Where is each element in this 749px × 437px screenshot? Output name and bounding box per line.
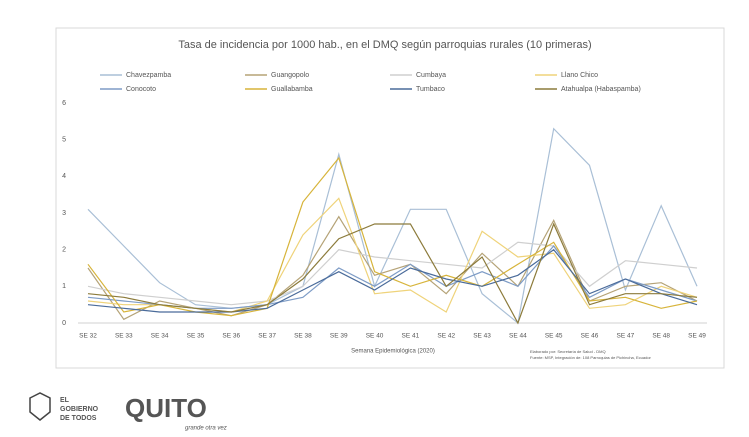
legend-label: Chavezpamba — [126, 72, 171, 79]
x-tick-label: SE 45 — [545, 333, 563, 340]
logo-text: EL — [60, 397, 70, 404]
x-tick-label: SE 49 — [688, 333, 706, 340]
legend-label: Atahualpa (Habaspamba) — [561, 86, 641, 93]
x-tick-label: SE 46 — [581, 333, 599, 340]
series-line — [87, 222, 698, 325]
logo-quito: QUITO — [125, 393, 207, 423]
x-tick-label: SE 48 — [652, 333, 670, 340]
legend-label: Guallabamba — [271, 86, 313, 93]
shield-icon — [29, 392, 51, 421]
x-tick-label: SE 35 — [187, 333, 205, 340]
y-tick-label: 2 — [62, 247, 66, 254]
x-tick-label: SE 37 — [258, 333, 276, 340]
series-line — [87, 241, 698, 306]
note: Fuente: MSP, Integración de: 108 Parroqu… — [530, 355, 652, 360]
x-tick-label: SE 41 — [402, 333, 420, 340]
y-tick-label: 3 — [62, 210, 66, 217]
y-tick-label: 1 — [62, 283, 66, 290]
logo-tagline: grande otra vez — [185, 426, 227, 432]
y-tick-label: 0 — [62, 320, 66, 327]
x-tick-label: SE 42 — [437, 333, 455, 340]
legend-label: Guangopolo — [271, 72, 309, 79]
legend-label: Llano Chico — [561, 72, 598, 79]
y-tick-label: 4 — [62, 173, 66, 180]
chart-title: Tasa de incidencia por 1000 hab., en el … — [178, 39, 591, 51]
x-tick-label: SE 36 — [222, 333, 240, 340]
x-tick-label: SE 34 — [151, 333, 169, 340]
series-line — [87, 127, 698, 325]
x-tick-label: SE 40 — [366, 333, 384, 340]
y-tick-label: 6 — [62, 100, 66, 107]
x-tick-label: SE 43 — [473, 333, 491, 340]
logo-text: GOBIERNO — [60, 406, 99, 413]
x-tick-label: SE 38 — [294, 333, 312, 340]
series-line — [87, 248, 698, 313]
x-tick-label: SE 32 — [79, 333, 97, 340]
logo-gobierno: EL GOBIERNO DE TODOS — [29, 392, 99, 422]
x-tick-label: SE 44 — [509, 333, 527, 340]
legend-label: Cumbaya — [416, 72, 446, 79]
logo-text: DE TODOS — [60, 415, 97, 422]
x-tick-label: SE 39 — [330, 333, 348, 340]
legend-label: Conocoto — [126, 86, 156, 93]
y-tick-label: 5 — [62, 137, 66, 144]
x-axis-title: Semana Epidemiológica (2020) — [351, 349, 435, 355]
x-tick-label: SE 47 — [616, 333, 634, 340]
note: Elaborado por: Secretaría de Salud - DMQ — [530, 349, 606, 354]
series-line — [87, 215, 698, 321]
x-tick-label: SE 33 — [115, 333, 133, 340]
chart-frame — [55, 27, 725, 369]
legend-label: Tumbaco — [416, 86, 445, 93]
